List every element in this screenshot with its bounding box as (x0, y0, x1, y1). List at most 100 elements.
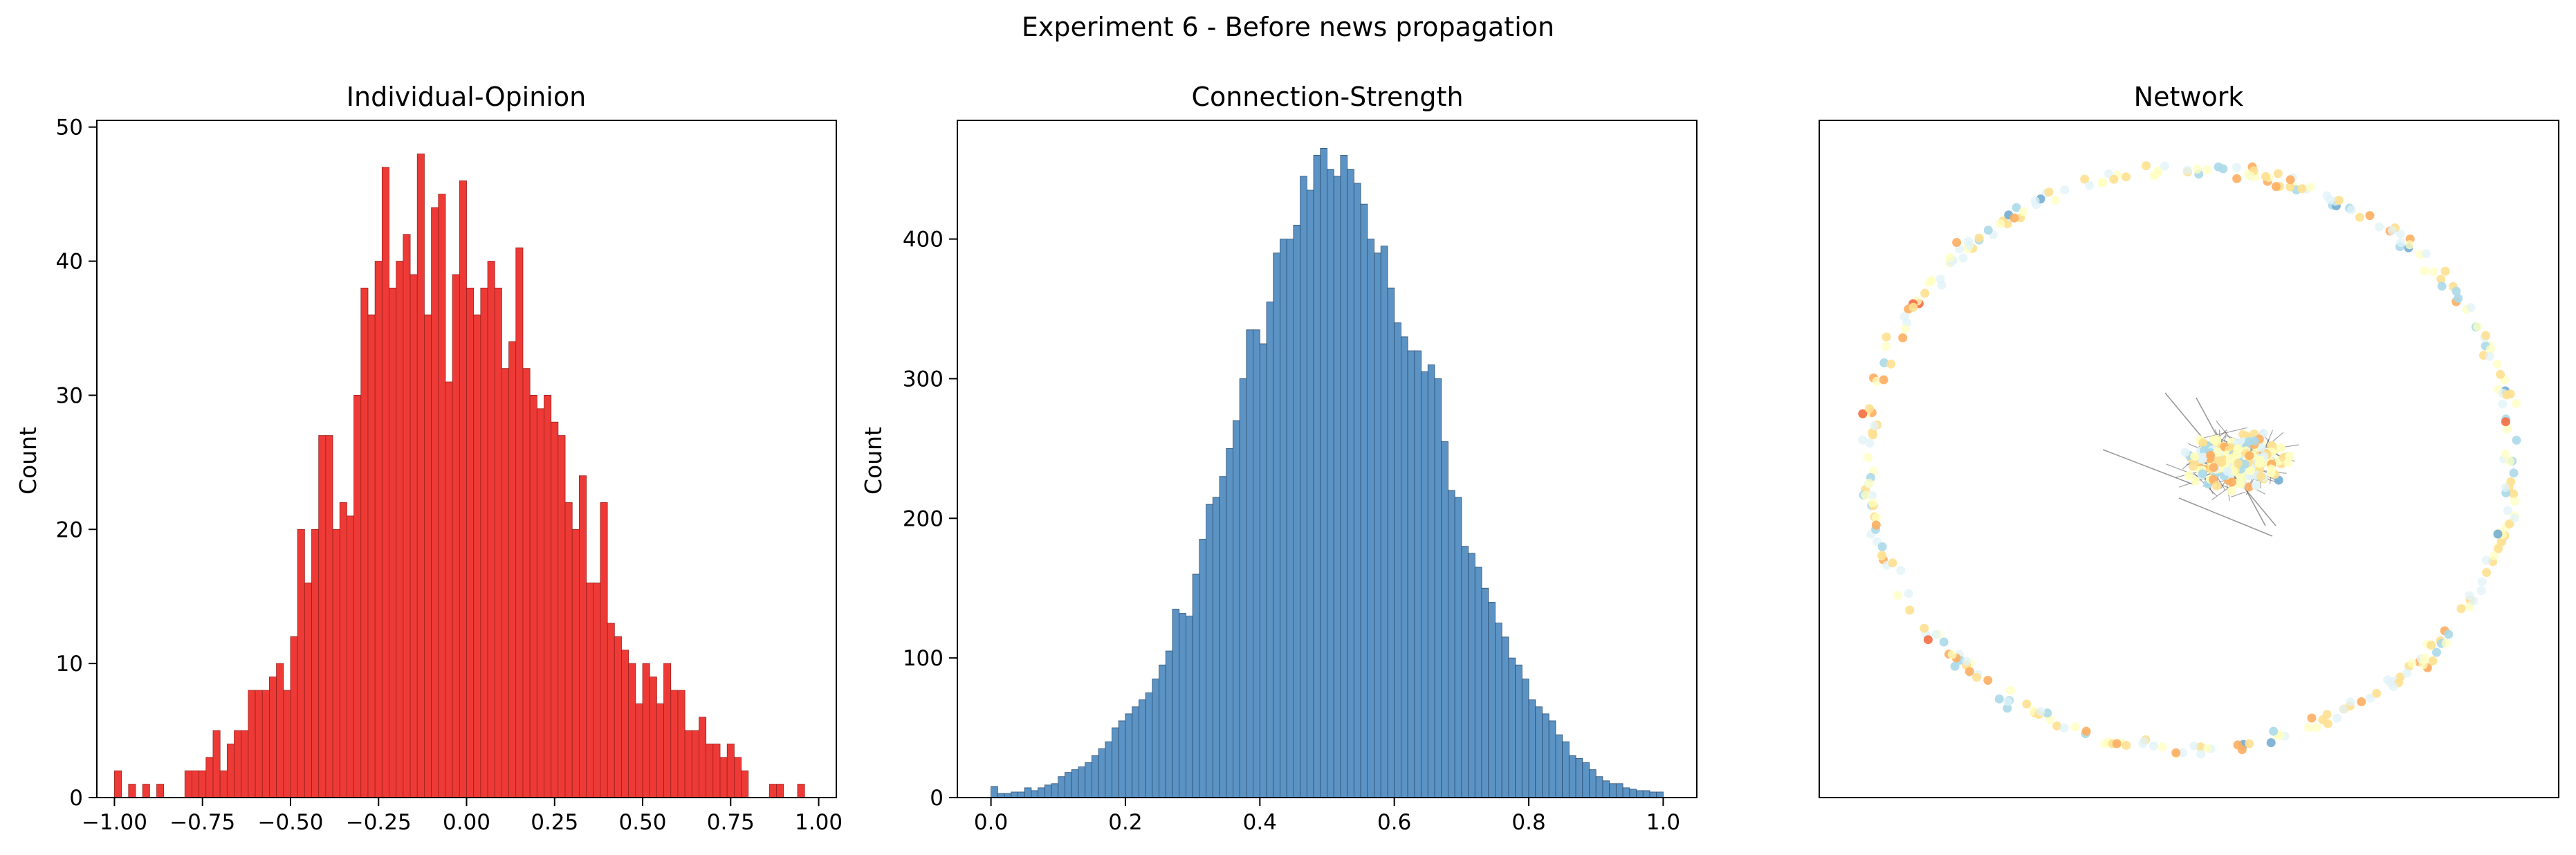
histogram-bar (1078, 766, 1086, 798)
x-tick-label: 0.25 (531, 810, 578, 835)
network-node (2030, 196, 2040, 205)
x-tick-label: 0.0 (974, 810, 1008, 835)
network-node (2496, 537, 2506, 546)
network-node (2244, 436, 2254, 446)
network-node (2339, 704, 2348, 714)
histogram-bar (699, 717, 707, 798)
histogram-bar (128, 784, 136, 798)
network-node (2236, 479, 2245, 488)
network-node (2494, 544, 2503, 553)
network-node (1881, 342, 1890, 351)
histogram-bar (325, 435, 333, 798)
network-node (1858, 435, 1868, 445)
histogram-bar (192, 770, 200, 798)
network-node (2018, 207, 2028, 217)
histogram-bar (1461, 546, 1469, 798)
x-tick-label: 0.2 (1108, 810, 1142, 835)
network-node (2182, 165, 2192, 175)
histogram-bar (706, 744, 714, 798)
y-tick-label: 300 (903, 367, 944, 392)
histogram-bar (1085, 762, 1092, 798)
network-node (2232, 174, 2242, 183)
network-node (1868, 498, 1877, 508)
histogram-bar (367, 314, 376, 798)
histogram-bar (1058, 776, 1065, 798)
network-node (2273, 169, 2283, 178)
histogram-bar (1642, 790, 1650, 798)
network-node (2227, 486, 2236, 496)
network-node (2502, 390, 2512, 400)
network-node (2256, 455, 2265, 465)
histogram-bar (1031, 790, 1039, 798)
histogram-bar (1011, 791, 1018, 798)
x-tick-label: 0.6 (1377, 810, 1411, 835)
histogram-bar (1414, 350, 1422, 798)
network-node (2432, 647, 2441, 657)
histogram-bar (508, 341, 517, 798)
network-node (1888, 558, 1897, 568)
histogram-bar (726, 744, 735, 798)
histogram-bar (480, 287, 488, 798)
histogram-bar (1125, 713, 1133, 798)
y-tick-label: 10 (56, 652, 83, 677)
histogram-bar (1427, 364, 1435, 798)
network-node (2325, 195, 2335, 205)
histogram-bar (1582, 762, 1590, 798)
network-node (2266, 738, 2276, 748)
histogram-bar (199, 770, 207, 798)
network-node (1870, 421, 1879, 430)
network-node (2059, 723, 2069, 733)
histogram-bar (1179, 613, 1186, 798)
network-node (2245, 466, 2255, 476)
network-node (2490, 551, 2499, 561)
histogram-bar (1434, 378, 1442, 798)
histogram-bar (1138, 699, 1146, 798)
network-node (2009, 213, 2019, 223)
histogram-bar (1044, 784, 1052, 798)
histogram-bar (1165, 650, 1173, 798)
network-node (2109, 174, 2119, 184)
network-node (1920, 623, 1929, 633)
network-node (2191, 477, 2200, 486)
histogram-bar (424, 314, 432, 798)
network-edge (2230, 491, 2246, 498)
histogram-bar (1018, 791, 1025, 798)
network-node (1898, 333, 1908, 342)
network-node (2466, 303, 2476, 313)
y-tick-label: 20 (56, 517, 83, 542)
histogram-bar (389, 287, 397, 798)
network-node (2372, 688, 2382, 698)
network-node (2485, 351, 2494, 361)
network-node (1962, 656, 1971, 666)
network-node (2407, 659, 2417, 668)
histogram-bar (719, 757, 728, 798)
network-node (2512, 398, 2521, 408)
network-node (2050, 196, 2060, 205)
network-node (2428, 656, 2438, 665)
histogram-bar (1421, 371, 1428, 798)
network-node (2285, 182, 2295, 192)
network-node (1879, 358, 1889, 367)
histogram-bar (1555, 734, 1563, 798)
network-node (2189, 461, 2198, 471)
network-node (2003, 704, 2012, 713)
histogram-bar (1212, 497, 1220, 798)
x-tick-label: 0.00 (443, 810, 490, 835)
network-node (2240, 459, 2250, 469)
network-node (2200, 445, 2209, 455)
plot-frame-network (1819, 120, 2559, 798)
network-node (2427, 641, 2436, 650)
network-node (2357, 697, 2366, 706)
network-node (2232, 163, 2242, 172)
network-node (1972, 672, 1982, 682)
histogram-bar (1159, 664, 1166, 798)
x-tick-label: 1.0 (1646, 810, 1680, 835)
histogram-bar (656, 703, 664, 798)
histogram-bar (1340, 155, 1348, 798)
histogram-bar (1091, 755, 1099, 798)
network-node (1871, 513, 1881, 522)
network-node (1864, 479, 1874, 488)
network-node (2142, 161, 2151, 171)
histogram-bar (551, 421, 559, 798)
network-node (2437, 282, 2447, 291)
